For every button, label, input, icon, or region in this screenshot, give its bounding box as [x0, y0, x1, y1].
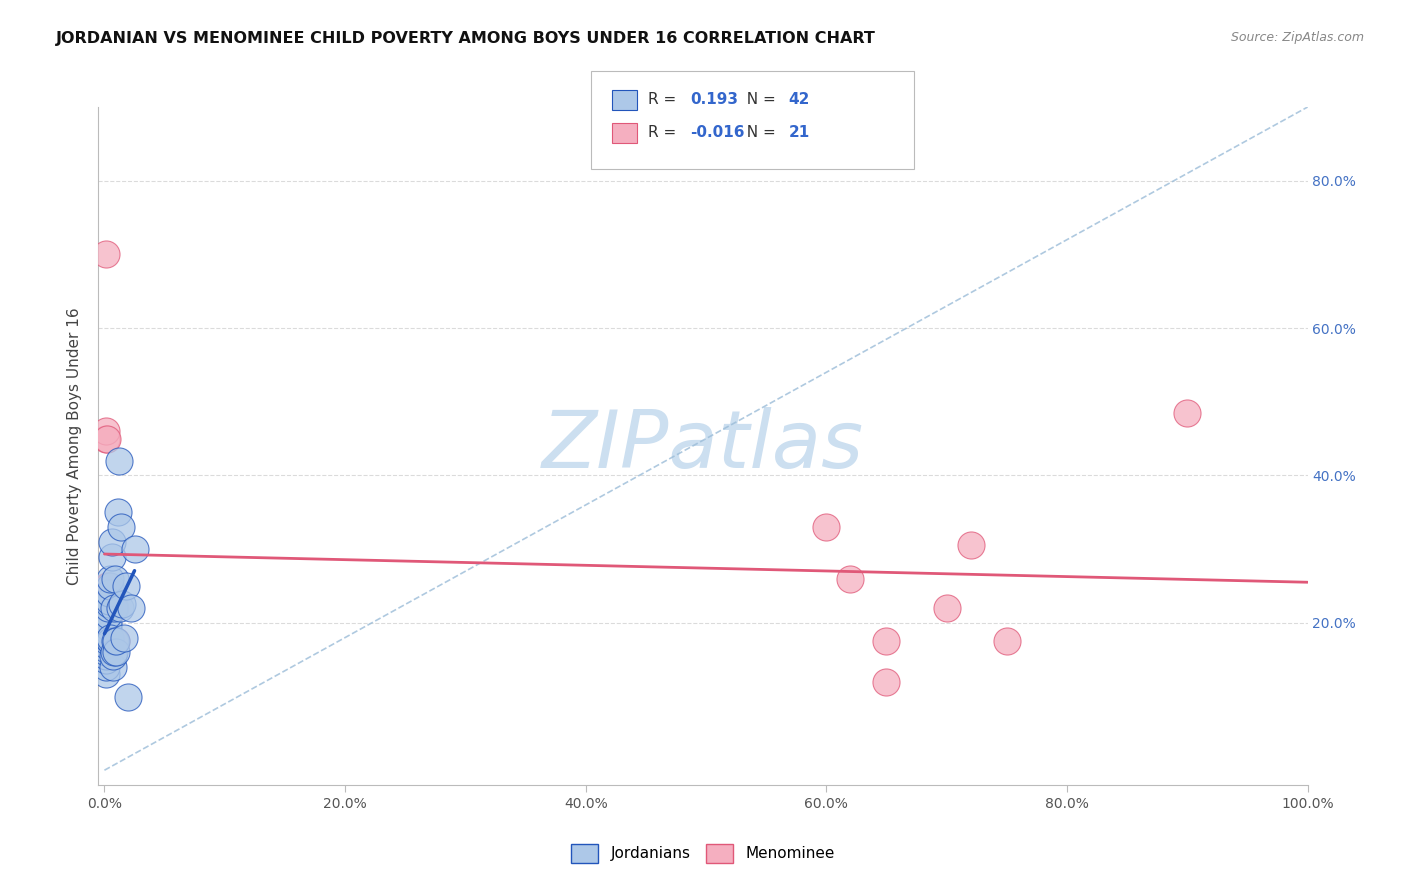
- Text: 0.193: 0.193: [690, 93, 738, 107]
- Point: [94, 645, 117, 659]
- Point: [100, 631, 122, 645]
- Text: R =: R =: [648, 126, 682, 140]
- Point: [94, 424, 117, 438]
- Point: [875, 634, 897, 648]
- Point: [98, 634, 121, 648]
- Point: [97, 619, 120, 633]
- Point: [96, 579, 118, 593]
- Point: [97, 601, 120, 615]
- Point: [97, 579, 120, 593]
- Point: [105, 634, 128, 648]
- Point: [108, 601, 131, 615]
- Point: [959, 539, 981, 553]
- Point: [96, 631, 118, 645]
- Point: [94, 247, 117, 261]
- Point: [1175, 406, 1198, 420]
- Point: [103, 634, 125, 648]
- Point: [112, 631, 135, 645]
- Point: [96, 432, 118, 446]
- Point: [94, 660, 117, 674]
- Point: [94, 432, 117, 446]
- Point: [115, 579, 138, 593]
- Point: [94, 648, 117, 663]
- Legend: Jordanians, Menominee: Jordanians, Menominee: [565, 838, 841, 869]
- Point: [110, 520, 132, 534]
- Point: [117, 690, 139, 704]
- Point: [98, 598, 121, 612]
- Point: [124, 542, 146, 557]
- Point: [100, 549, 122, 564]
- Text: N =: N =: [737, 93, 780, 107]
- Point: [94, 638, 117, 652]
- Text: JORDANIAN VS MENOMINEE CHILD POVERTY AMONG BOYS UNDER 16 CORRELATION CHART: JORDANIAN VS MENOMINEE CHILD POVERTY AMO…: [56, 31, 876, 46]
- Point: [97, 608, 120, 623]
- Point: [100, 634, 122, 648]
- Point: [105, 645, 128, 659]
- Point: [839, 572, 862, 586]
- Point: [105, 634, 128, 648]
- Text: N =: N =: [737, 126, 780, 140]
- Point: [94, 653, 117, 667]
- Point: [120, 601, 142, 615]
- Point: [96, 627, 118, 641]
- Point: [104, 601, 127, 615]
- Point: [98, 586, 121, 600]
- Text: R =: R =: [648, 93, 682, 107]
- Text: ZIPatlas: ZIPatlas: [541, 407, 865, 485]
- Text: -0.016: -0.016: [690, 126, 745, 140]
- Point: [815, 520, 838, 534]
- Point: [101, 648, 124, 663]
- Point: [104, 634, 127, 648]
- Text: 21: 21: [789, 126, 810, 140]
- Point: [100, 579, 122, 593]
- Point: [107, 505, 129, 519]
- Point: [101, 660, 124, 674]
- Point: [100, 634, 122, 648]
- Point: [96, 624, 118, 638]
- Point: [100, 634, 122, 648]
- Point: [101, 601, 124, 615]
- Text: 42: 42: [789, 93, 810, 107]
- Point: [97, 615, 120, 630]
- Point: [94, 667, 117, 681]
- Point: [100, 572, 122, 586]
- Text: Source: ZipAtlas.com: Source: ZipAtlas.com: [1230, 31, 1364, 45]
- Point: [96, 634, 118, 648]
- Point: [104, 572, 127, 586]
- Y-axis label: Child Poverty Among Boys Under 16: Child Poverty Among Boys Under 16: [67, 307, 83, 585]
- Point: [103, 645, 125, 659]
- Point: [100, 534, 122, 549]
- Point: [995, 634, 1018, 648]
- Point: [103, 601, 125, 615]
- Point: [111, 598, 134, 612]
- Point: [108, 454, 131, 468]
- Point: [94, 641, 117, 656]
- Point: [875, 674, 897, 689]
- Point: [98, 593, 121, 607]
- Point: [935, 601, 957, 615]
